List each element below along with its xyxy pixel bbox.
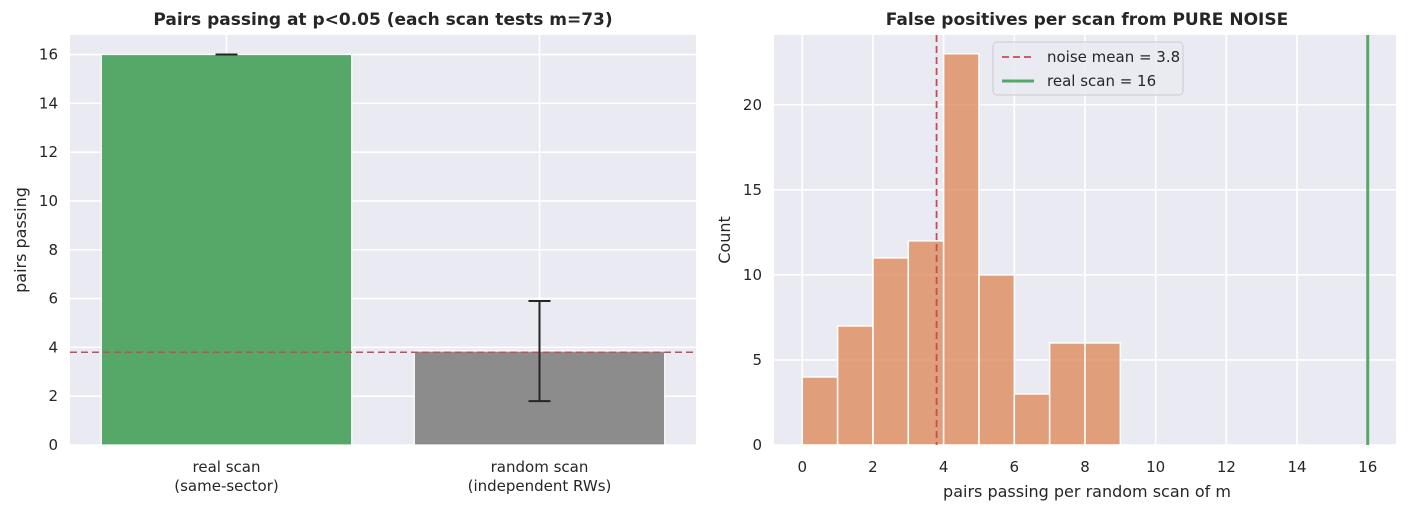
left-chart-title: Pairs passing at p<0.05 (each scan tests… (153, 10, 612, 30)
right-y-tick-label: 0 (752, 436, 762, 454)
bar-0 (100, 53, 353, 446)
right-x-tick-label: 0 (797, 458, 807, 476)
left-y-tick-label: 8 (48, 241, 58, 259)
legend-label-1: real scan = 16 (1047, 72, 1156, 90)
right-y-tick-label: 10 (743, 266, 762, 284)
right-y-tick-label: 5 (752, 351, 762, 369)
right-x-tick-label: 8 (1080, 458, 1090, 476)
right-x-axis-label: pairs passing per random scan of m (943, 482, 1231, 501)
left-y-tick-label: 12 (39, 143, 58, 161)
right-x-tick-label: 2 (868, 458, 878, 476)
right-y-tick-label: 20 (743, 96, 762, 114)
right-x-tick-label: 14 (1287, 458, 1306, 476)
right-y-axis-label: Count (715, 216, 734, 264)
legend-box (992, 41, 1184, 96)
left-y-tick-label: 6 (48, 290, 58, 308)
legend: noise mean = 3.8 real scan = 16 (992, 41, 1184, 96)
histogram-bar-6 (1013, 393, 1051, 446)
right-x-tick-label: 12 (1217, 458, 1236, 476)
right-chart-title: False positives per scan from PURE NOISE (886, 10, 1288, 30)
left-y-tick-label: 14 (39, 94, 58, 112)
histogram-bar-1 (836, 325, 874, 446)
histogram-bar-8 (1084, 342, 1122, 446)
right-panel: 0 5 10 15 20 0 2 4 6 8 10 12 14 16 False positives p… (715, 10, 1396, 501)
histogram-bar-3 (907, 240, 945, 446)
left-y-tick-label: 2 (48, 387, 58, 405)
left-y-tick-label: 16 (39, 46, 58, 64)
left-y-axis-label: pairs passing (11, 187, 30, 293)
histogram-bar-4 (942, 52, 980, 446)
left-x-tick-label: real scan (same-sector) (174, 458, 278, 495)
left-y-tick-label: 10 (39, 192, 58, 210)
right-x-tick-label: 6 (1010, 458, 1020, 476)
right-x-tick-label: 4 (939, 458, 949, 476)
left-y-tick-label: 4 (48, 338, 58, 356)
left-y-tick-label: 0 (48, 436, 58, 454)
left-panel: 0 2 4 6 8 10 12 14 16 real scan (same-sector) rand… (11, 10, 696, 495)
histogram-bar-0 (801, 376, 839, 446)
right-y-tick-label: 15 (743, 181, 762, 199)
right-x-tick-label: 16 (1358, 458, 1377, 476)
left-x-tick-label: random scan (independent RWs) (468, 458, 612, 495)
histogram-bar-2 (872, 257, 910, 446)
histogram-bar-5 (978, 274, 1016, 446)
right-x-tick-label: 10 (1146, 458, 1165, 476)
legend-label-0: noise mean = 3.8 (1047, 48, 1180, 66)
histogram-bar-7 (1048, 342, 1086, 446)
